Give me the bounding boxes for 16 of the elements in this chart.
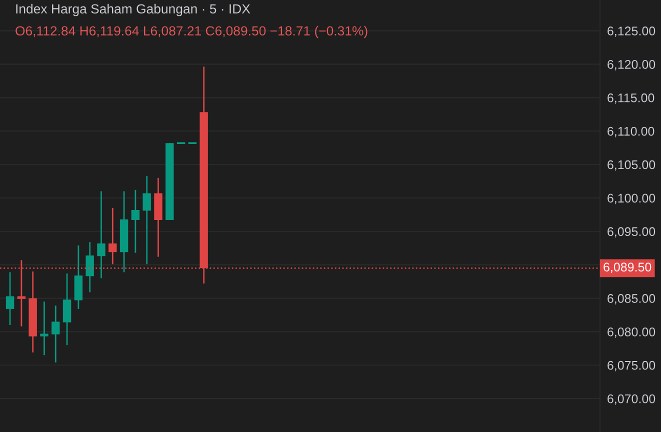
candlestick [166, 142, 174, 221]
y-tick-label: 6,125.00 [608, 26, 656, 37]
y-tick-label: 6,115.00 [608, 93, 654, 104]
y-tick-label: 6,070.00 [608, 394, 656, 405]
y-tick-label: 6,085.00 [608, 294, 656, 304]
y-tick-label: 6,105.00 [608, 160, 656, 171]
text: O6,112.84 H6,119.64 L6,087.21 C6,089.50 −18.71 (−0.31%) [16, 26, 368, 38]
y-tick-label: 6,120.00 [608, 60, 656, 70]
ref-line-label: 6,089.50 [604, 262, 652, 273]
y-tick-label: 6,080.00 [608, 327, 656, 338]
y-tick-label: 6,100.00 [608, 194, 656, 204]
y-tick-label: 6,110.00 [608, 126, 654, 138]
y-tick-label: 6,095.00 [608, 227, 656, 238]
chart-title: Index Harga Saham Gabungan · 5 · IDX [16, 4, 250, 16]
y-tick-label: 6,075.00 [608, 360, 656, 372]
candlestick [40, 300, 48, 356]
